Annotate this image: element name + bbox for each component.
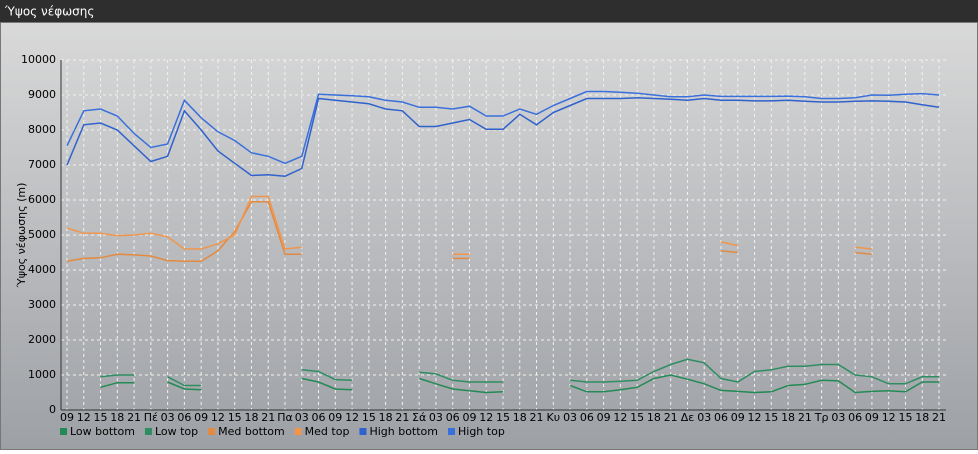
x-tick-label: 03 [295,411,309,424]
series-line [66,195,872,256]
x-tick-label: 21 [395,411,409,424]
x-tick-label: Πα [277,411,293,424]
x-tick-label: 18 [647,411,661,424]
x-tick-label: 06 [714,411,728,424]
x-tick-label: 06 [177,411,191,424]
x-tick-label: 21 [127,411,141,424]
x-tick-label: 15 [496,411,510,424]
y-tick-label: 4000 [28,263,56,276]
x-tick-label: 12 [882,411,896,424]
x-tick-label: 15 [630,411,644,424]
legend-label: Low top [155,425,198,438]
x-tick-label: 12 [748,411,762,424]
x-tick-label: 09 [865,411,879,424]
x-tick-label: 21 [798,411,812,424]
y-tick-label: 9000 [28,88,56,101]
x-tick-label: 09 [194,411,208,424]
x-tick-label: 15 [898,411,912,424]
y-tick-label: 5000 [28,228,56,241]
x-tick-label: 21 [261,411,275,424]
x-tick-label: Κυ [547,411,561,424]
x-tick-label: 15 [764,411,778,424]
series-line [66,90,940,165]
x-tick-label: Δε [681,411,695,424]
x-tick-label: 09 [328,411,342,424]
series-line [100,374,939,394]
x-tick-label: 03 [697,411,711,424]
x-tick-label: 12 [77,411,91,424]
legend-marker [60,428,67,435]
y-tick-label: 2000 [28,333,56,346]
x-tick-label: Πέ [144,411,158,424]
x-tick-label: 12 [211,411,225,424]
x-tick-label: Τρ [814,411,829,424]
x-tick-label: 15 [362,411,376,424]
x-tick-label: 03 [563,411,577,424]
y-axis-label: Ύψος νέφωσης (m) [15,183,28,289]
x-tick-label: 09 [462,411,476,424]
legend-label: Med top [305,425,350,438]
x-tick-label: 21 [932,411,946,424]
y-tick-label: 3000 [28,298,56,311]
x-tick-label: 09 [597,411,611,424]
series-line [100,358,939,387]
series-line [66,201,872,263]
y-tick-label: 0 [49,403,56,416]
x-tick-label: 18 [110,411,124,424]
y-tick-label: 1000 [28,368,56,381]
x-tick-label: 06 [312,411,326,424]
x-tick-label: 03 [161,411,175,424]
series-line [66,97,940,177]
legend-label: Med bottom [218,425,285,438]
legend-marker [208,428,216,435]
legend-marker [448,428,455,435]
y-tick-label: 6000 [28,193,56,206]
x-tick-label: 18 [379,411,393,424]
x-tick-label: 12 [345,411,359,424]
x-tick-label: 18 [244,411,258,424]
x-tick-label: 15 [228,411,242,424]
y-tick-label: 8000 [28,123,56,136]
x-tick-label: 18 [781,411,795,424]
legend-marker [144,428,152,435]
y-tick-label: 10000 [21,53,56,66]
x-tick-label: 18 [915,411,929,424]
x-tick-label: 03 [429,411,443,424]
legend-marker [359,428,367,435]
x-tick-label: 03 [831,411,845,424]
x-tick-label: 15 [94,411,108,424]
x-tick-label: 06 [446,411,460,424]
title-bar [0,0,978,22]
x-tick-label: Σά [412,411,426,424]
legend-label: High bottom [369,425,438,438]
x-tick-label: 09 [731,411,745,424]
x-tick-label: 06 [580,411,594,424]
legend-label: High top [458,425,505,438]
y-tick-label: 7000 [28,158,56,171]
legend-label: Low bottom [70,425,135,438]
x-tick-label: 09 [60,411,74,424]
x-tick-label: 12 [479,411,493,424]
x-tick-label: 21 [664,411,678,424]
x-tick-label: 21 [530,411,544,424]
chart-title: Ύψος νέφωσης [4,5,94,19]
x-tick-label: 12 [613,411,627,424]
legend-marker [294,428,302,435]
x-tick-label: 06 [848,411,862,424]
x-tick-label: 18 [513,411,527,424]
